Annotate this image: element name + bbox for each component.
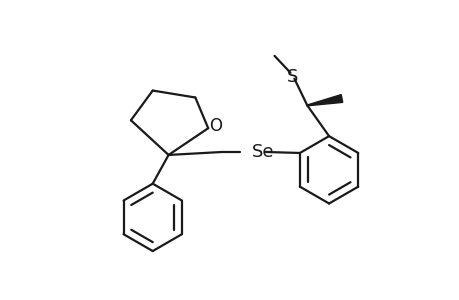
Polygon shape: [307, 94, 342, 106]
Text: S: S: [286, 68, 297, 86]
Text: O: O: [208, 117, 221, 135]
Text: Se: Se: [251, 143, 274, 161]
